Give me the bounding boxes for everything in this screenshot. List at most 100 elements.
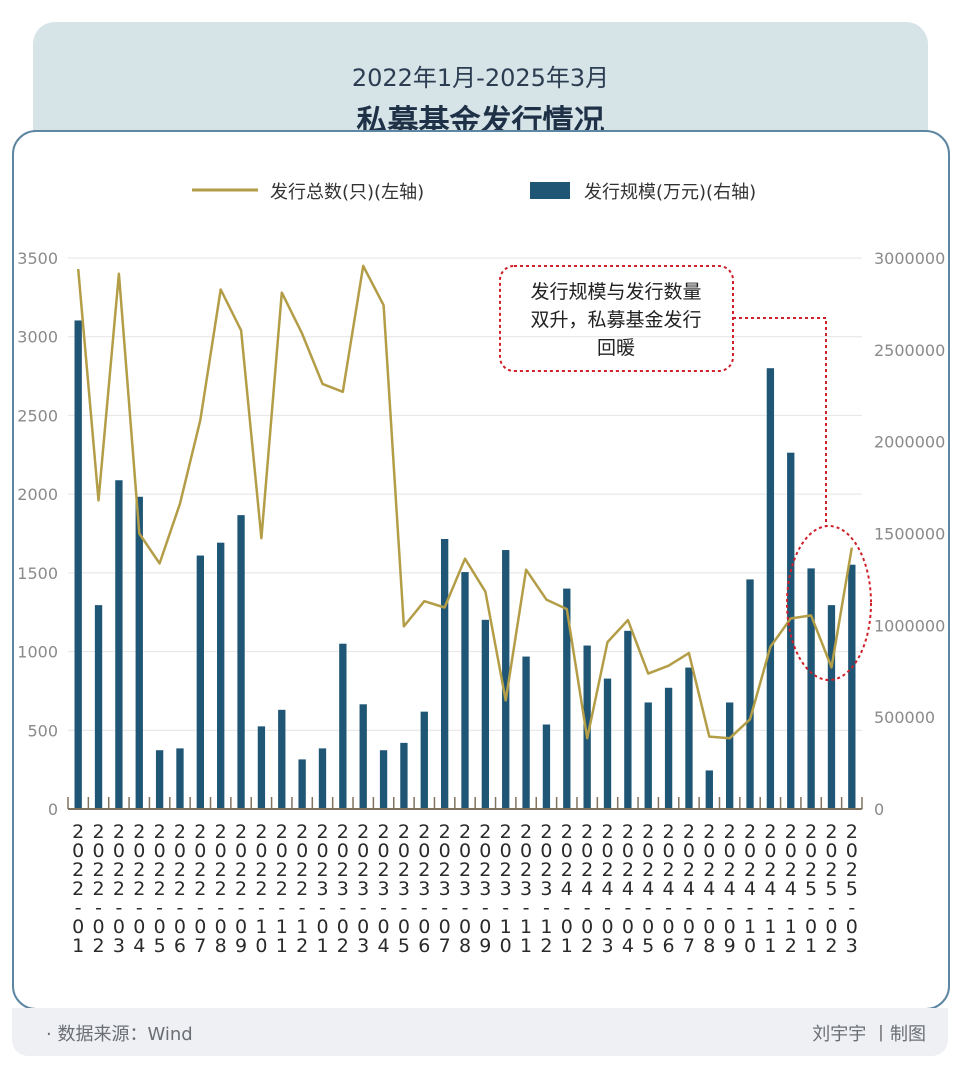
annotation-line1: 发行规模与发行数量 <box>530 281 701 303</box>
left-axis-ticks: 0 500 1000 1500 2000 2500 3000 3500 <box>17 249 58 819</box>
bar <box>563 588 571 809</box>
x-tick-label: 2 0 2 2 -0 2 <box>92 821 104 957</box>
x-tick-label: 2 0 2 4 -1 2 <box>785 821 797 957</box>
bar <box>94 605 103 809</box>
bar <box>298 759 306 809</box>
bar <box>848 564 856 809</box>
bar <box>603 678 612 809</box>
right-tick-label: 500000 <box>874 708 935 727</box>
x-tick-label: 2 0 2 2 -0 3 <box>113 821 125 957</box>
x-tick-label: 2 0 2 3 -1 0 <box>500 821 512 957</box>
x-tick-label: 2 0 2 3 -1 1 <box>520 821 532 957</box>
left-tick-label: 0 <box>48 800 58 819</box>
left-tick-label: 2500 <box>17 406 58 425</box>
x-axis-labels: 2 0 2 2 -0 1 2 0 2 2 -0 2 2 0 2 2 -0 3 2 0 2 2 -0 4 2 0 2 2 -0 5 2 0 2 2-… <box>72 821 858 957</box>
bar <box>257 726 266 809</box>
x-tick-label: 2 0 2 4 -0 2 <box>581 821 593 957</box>
bar <box>481 619 490 809</box>
right-tick-label: 1000000 <box>874 616 945 635</box>
left-tick-label: 500 <box>27 721 58 740</box>
x-tick-label: 2 0 2 2 -0 8 <box>215 821 227 957</box>
x-tick-label: 2 0 2 2 -0 1 <box>72 821 84 957</box>
x-tick-label: 2 0 2 2 -0 4 <box>133 821 145 957</box>
bar <box>440 539 449 809</box>
x-tick-label: 2 0 2 3 -0 1 <box>316 821 328 957</box>
x-tick-label: 2 0 2 3 -0 7 <box>439 821 451 957</box>
annotation-line2: 双升，私募基金发行 <box>530 309 701 331</box>
line-path <box>76 264 854 740</box>
bar <box>522 656 530 809</box>
x-tick-label: 2 0 2 2 -1 1 <box>276 821 288 957</box>
legend-bar-label: 发行规模(万元)(右轴) <box>584 182 756 203</box>
bar <box>176 748 184 809</box>
annotation-highlight-ellipse <box>786 525 872 681</box>
right-axis-ticks: 0 500000 1000000 1500000 2000000 2500000 30000… <box>874 249 945 819</box>
x-tick-label: 2 0 2 3 -0 4 <box>378 821 390 957</box>
bar <box>420 711 428 809</box>
annotation-line3: 回暖 <box>597 337 635 359</box>
bar <box>502 550 510 809</box>
x-tick-label: 2 0 2 5 -0 1 <box>805 821 817 957</box>
bar <box>217 542 225 809</box>
credit: 刘宇宇 丨制图 <box>812 1024 926 1045</box>
bar <box>746 579 754 809</box>
x-tick-label: 2 0 2 2 -1 0 <box>255 821 267 957</box>
right-tick-label: 1500000 <box>874 525 945 544</box>
bar <box>400 742 408 809</box>
x-tick-label: 2 0 2 4 -0 6 <box>663 821 675 957</box>
x-tick-label: 2 0 2 4 -1 0 <box>744 821 756 957</box>
x-tick-label: 2 0 2 4 -0 3 <box>601 821 613 957</box>
bar <box>644 702 652 809</box>
annotation: 发行规模与发行数量 双升，私募基金发行 回暖 <box>499 265 872 681</box>
bar <box>807 568 815 809</box>
legend-bar-swatch <box>530 182 570 199</box>
line-series <box>76 264 854 740</box>
chart-subtitle: 2022年1月-2025年3月 <box>351 64 610 92</box>
data-source: · 数据来源：Wind <box>46 1024 193 1045</box>
bar-series <box>74 320 856 809</box>
x-tick-label: 2 0 2 4 -0 7 <box>683 821 695 957</box>
x-tick-label: 2 0 2 3 -0 9 <box>479 821 491 957</box>
bar <box>115 480 123 809</box>
bar <box>379 750 388 809</box>
bar <box>766 368 775 809</box>
bar <box>278 709 286 809</box>
bar <box>542 724 551 809</box>
bar <box>359 704 367 809</box>
x-axis <box>67 797 863 810</box>
bar <box>461 572 469 809</box>
x-tick-label: 2 0 2 3 -0 5 <box>398 821 410 957</box>
left-tick-label: 1000 <box>17 643 58 662</box>
bar <box>624 630 632 809</box>
bar <box>237 515 245 809</box>
left-tick-label: 3000 <box>17 328 58 347</box>
bar <box>705 770 713 809</box>
x-tick-label: 2 0 2 3 -0 3 <box>357 821 369 957</box>
x-tick-label: 2 0 2 3 -0 2 <box>337 821 349 957</box>
x-tick-label: 2 0 2 3 -1 2 <box>540 821 552 957</box>
x-tick-label: 2 0 2 4 -0 5 <box>642 821 654 957</box>
right-tick-label: 0 <box>874 800 884 819</box>
bar <box>196 555 204 809</box>
chart-svg: 0 500 1000 1500 2000 2500 3000 3500 0 500000 1000… <box>17 182 945 957</box>
x-tick-label: 2 0 2 2 -0 7 <box>194 821 206 957</box>
bar <box>74 320 82 809</box>
left-tick-label: 1500 <box>17 564 58 583</box>
bar <box>685 667 693 809</box>
x-tick-label: 2 0 2 2 -0 5 <box>154 821 166 957</box>
x-tick-label: 2 0 2 4 -0 4 <box>622 821 634 957</box>
x-tick-label: 2 0 2 2 -0 9 <box>235 821 247 957</box>
right-tick-label: 3000000 <box>874 249 945 268</box>
legend: 发行总数(只)(左轴) 发行规模(万元)(右轴) <box>192 182 756 203</box>
x-tick-label: 2 0 2 4 -1 1 <box>764 821 776 957</box>
x-tick-label: 2 0 2 4 -0 9 <box>724 821 736 957</box>
bar <box>827 605 836 809</box>
x-tick-label: 2 0 2 5 -0 2 <box>825 821 837 957</box>
x-tick-label: 2 0 2 3 -0 8 <box>459 821 471 957</box>
x-tick-label: 2 0 2 2 -1 2 <box>296 821 308 957</box>
x-tick-label: 2 0 2 3 -0 6 <box>418 821 430 957</box>
legend-line-label: 发行总数(只)(左轴) <box>270 182 424 203</box>
left-tick-label: 3500 <box>17 249 58 268</box>
bar <box>135 496 143 809</box>
x-tick-label: 2 0 2 4 -0 8 <box>703 821 715 957</box>
